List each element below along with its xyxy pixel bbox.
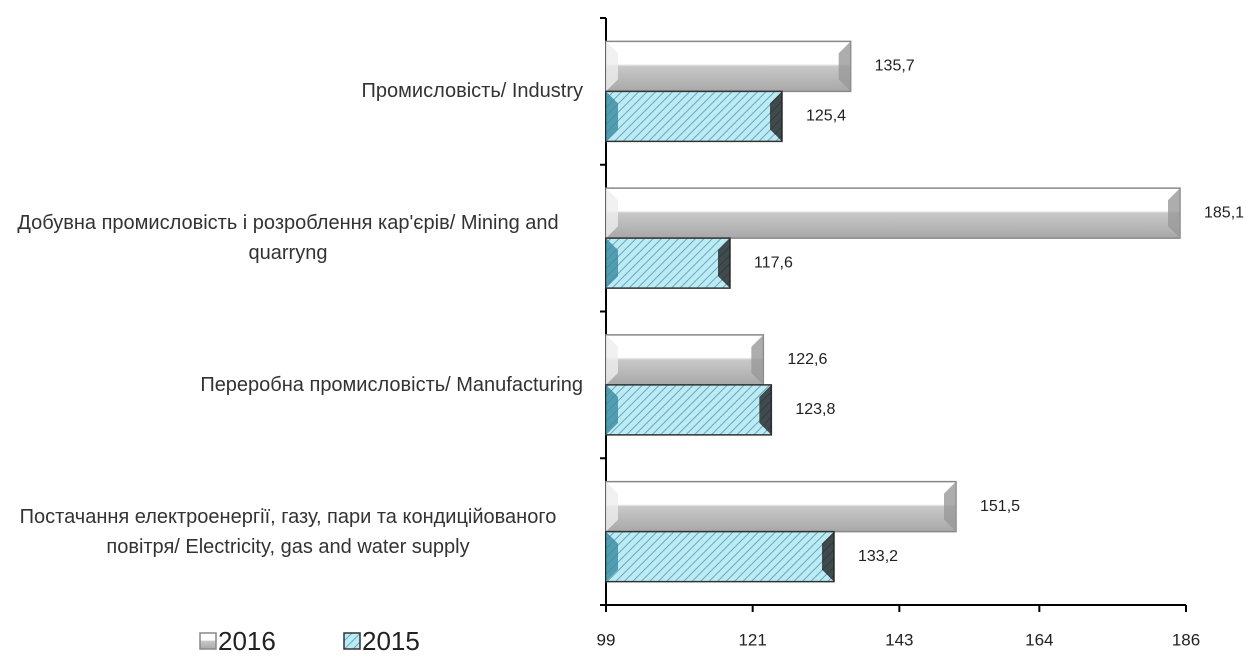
value-label: 151,5: [980, 498, 1020, 515]
bar-bevel: [822, 531, 834, 582]
bar-bevel: [606, 188, 618, 239]
bar: [605, 187, 1181, 239]
value-label: 133,2: [858, 548, 898, 565]
bar: [605, 384, 773, 436]
legend-swatch: [199, 632, 217, 650]
category-text: Промисловість/ Industry: [361, 80, 583, 103]
legend-swatch: [343, 632, 361, 650]
bar: [605, 40, 852, 93]
bar: [605, 90, 783, 143]
bar-bevel: [606, 334, 618, 385]
bar-bevel: [770, 91, 782, 142]
x-tick-label: 143: [885, 630, 913, 649]
bar-bevel: [606, 481, 618, 532]
value-label: 185,1: [1204, 204, 1244, 221]
bar-bevel: [944, 481, 956, 532]
bar: [605, 530, 835, 583]
x-tick-label: 99: [597, 630, 616, 649]
value-label: 125,4: [806, 108, 846, 125]
bar-bevel: [751, 334, 764, 385]
category-text: Переробна промисловість/ Manufacturing: [200, 373, 583, 396]
bar-bevel: [838, 41, 851, 92]
bar-bevel: [759, 384, 772, 435]
value-label: 135,7: [875, 58, 915, 75]
bar-bevel: [606, 41, 618, 92]
bar-bevel: [606, 91, 618, 142]
bar: [605, 480, 957, 533]
bar: [605, 237, 731, 289]
category-label: Добувна промисловість і розроблення кар'…: [0, 165, 583, 312]
legend-label: 2016: [218, 626, 276, 656]
category-label: Переробна промисловість/ Manufacturing: [0, 312, 583, 459]
category-text: Добувна промисловість і розроблення кар'…: [17, 212, 559, 265]
x-tick-label: 186: [1172, 630, 1200, 649]
value-label: 123,8: [795, 401, 835, 418]
bar-bevel: [1168, 188, 1180, 239]
bar-bevel: [606, 384, 618, 435]
bar-bevel: [606, 531, 618, 582]
bar-bevel: [718, 238, 730, 289]
category-label: Постачання електроенергії, газу, пари та…: [0, 458, 583, 605]
bar: [605, 334, 765, 386]
value-label: 122,6: [787, 351, 827, 368]
category-text: Постачання електроенергії, газу, пари та…: [19, 505, 557, 558]
x-tick-label: 121: [738, 630, 766, 649]
category-label: Промисловість/ Industry: [0, 18, 583, 165]
x-tick-label: 164: [1025, 630, 1053, 649]
value-label: 117,6: [754, 254, 793, 271]
legend-label: 2015: [362, 626, 420, 656]
bar-bevel: [606, 238, 618, 289]
